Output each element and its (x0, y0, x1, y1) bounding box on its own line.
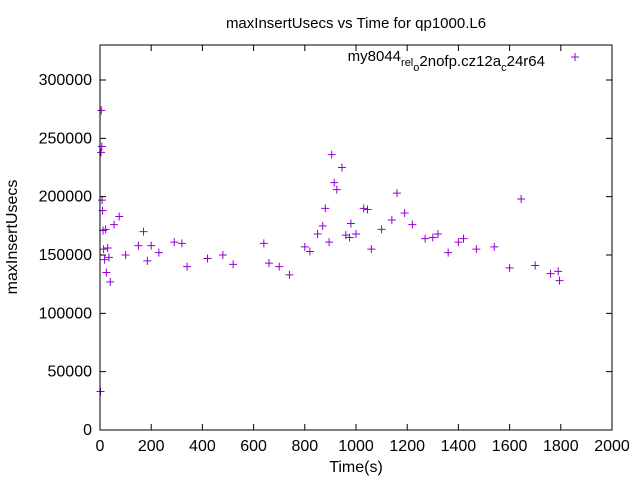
data-point (387, 216, 396, 224)
data-point (546, 269, 555, 278)
data-point (517, 195, 526, 203)
data-point (321, 204, 330, 213)
data-point (103, 244, 112, 252)
legend-series-label: my8044relo2nofp.cz12ac24r64 (348, 48, 545, 74)
data-point (106, 277, 115, 286)
y-tick-label: 100000 (39, 305, 92, 322)
data-point (327, 150, 336, 159)
data-point (139, 227, 148, 236)
data-point (96, 387, 105, 396)
data-point (330, 178, 339, 187)
data-point (170, 238, 179, 247)
data-point (490, 242, 499, 251)
data-point (305, 247, 314, 256)
chart-title: maxInsertUsecs vs Time for qp1000.L6 (226, 15, 486, 32)
data-point (285, 270, 294, 279)
data-point (332, 185, 341, 194)
x-tick-label: 1800 (543, 438, 579, 455)
data-point (104, 253, 113, 262)
y-tick-label: 0 (83, 422, 92, 439)
data-point (102, 268, 111, 277)
y-axis-label: maxInsertUsecs (4, 180, 21, 295)
data-point (555, 276, 564, 285)
x-tick-label: 1600 (492, 438, 528, 455)
data-point (275, 262, 284, 271)
y-tick-label: 250000 (39, 130, 92, 147)
data-point (352, 230, 360, 238)
x-tick-label: 1000 (338, 438, 374, 455)
y-tick-label: 300000 (39, 72, 92, 89)
data-point (99, 245, 108, 254)
x-tick-label: 0 (96, 438, 105, 455)
legend-sub-1: rel (401, 57, 413, 69)
data-point (97, 148, 106, 157)
legend: my8044relo2nofp.cz12ac24r64 (348, 48, 579, 74)
legend-part-3: 2nofp.cz12a (419, 53, 501, 70)
data-point (421, 234, 430, 243)
data-point (408, 220, 417, 229)
x-tick-label: 1200 (389, 438, 425, 455)
y-tick-label: 200000 (39, 189, 92, 206)
x-tick-label: 800 (291, 438, 318, 455)
x-tick-label: 1400 (441, 438, 477, 455)
data-point (134, 241, 143, 250)
data-point (143, 256, 152, 265)
data-point (345, 233, 354, 242)
data-point (264, 259, 273, 268)
data-point (115, 212, 124, 221)
data-point (359, 204, 368, 213)
data-point (325, 238, 334, 247)
legend-part-1: my8044 (348, 48, 401, 65)
x-axis-label: Time(s) (329, 459, 383, 476)
data-point (203, 254, 212, 263)
x-tick-label: 2000 (594, 438, 630, 455)
data-point (400, 209, 409, 217)
data-point (392, 189, 401, 198)
data-point (459, 234, 468, 243)
data-point (531, 261, 540, 270)
data-point (229, 260, 238, 269)
data-point (313, 230, 322, 238)
data-point (346, 219, 355, 228)
data-point (101, 225, 110, 234)
data-point (97, 106, 106, 115)
data-point (147, 241, 156, 250)
data-point (318, 221, 327, 230)
x-tick-label: 600 (240, 438, 267, 455)
data-point (433, 230, 442, 238)
data-point (121, 251, 130, 259)
legend-sub-2: o (413, 62, 419, 74)
data-point (183, 262, 192, 271)
data-point (428, 233, 437, 242)
data-point (218, 251, 227, 259)
legend-sub-3: c (501, 62, 507, 74)
data-point (300, 242, 309, 251)
data-point (505, 263, 514, 272)
axis-ticks: 0 200 400 600 800 1000 1200 1400 1600 1800 2000 0 50… (39, 45, 630, 455)
legend-marker-plus (571, 53, 579, 61)
data-point (337, 163, 346, 172)
data-point (177, 239, 186, 248)
points-layer (96, 106, 564, 396)
x-tick-label: 200 (138, 438, 165, 455)
x-tick-label: 400 (189, 438, 216, 455)
data-point (554, 267, 563, 276)
data-point (259, 239, 268, 248)
legend-part-4: 24r64 (507, 53, 545, 70)
data-point (444, 248, 453, 257)
data-point (472, 245, 481, 254)
data-point (154, 248, 163, 257)
data-point (97, 142, 106, 151)
y-tick-label: 50000 (48, 364, 93, 381)
data-point (367, 245, 376, 254)
data-point (377, 225, 386, 234)
data-point (110, 220, 119, 229)
data-point (100, 255, 109, 264)
data-point (454, 238, 463, 247)
y-tick-label: 150000 (39, 247, 92, 264)
data-point (363, 205, 372, 214)
data-point (98, 196, 107, 205)
